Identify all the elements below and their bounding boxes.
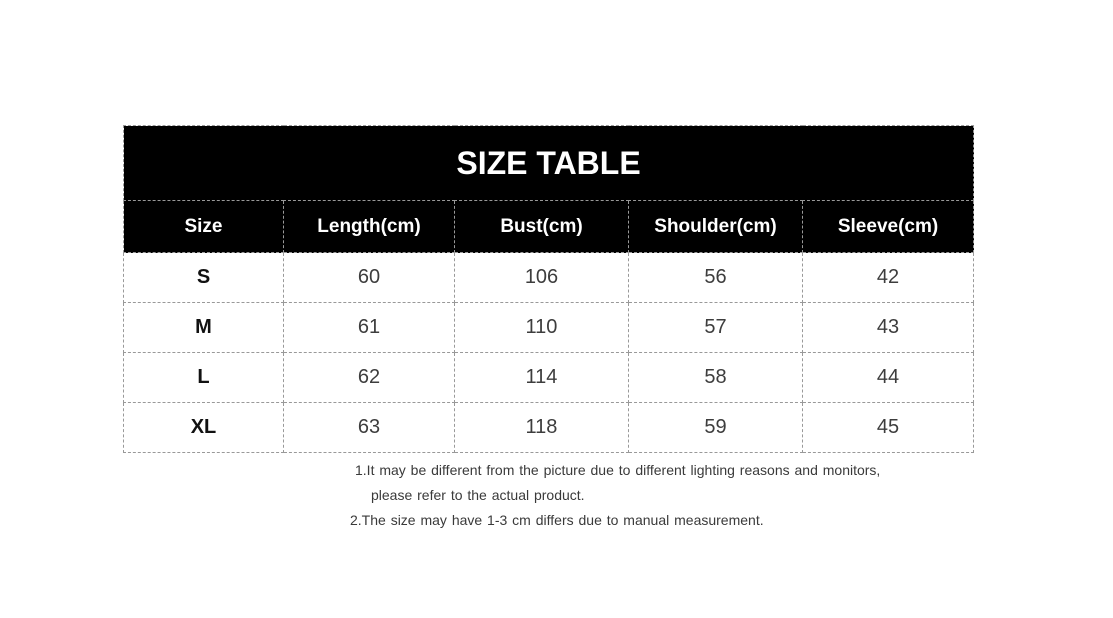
column-header-shoulder: Shoulder(cm) [628,200,803,253]
table-row: S 60 106 56 42 [123,252,975,303]
sleeve-value: 43 [801,302,975,353]
size-table-title: SIZE TABLE [122,125,975,201]
footnote-line: 1.It may be different from the picture d… [355,462,881,478]
column-header-length: Length(cm) [283,200,455,253]
bust-value: 106 [454,252,629,303]
size-label: M [123,302,284,353]
sleeve-value: 42 [801,252,975,303]
table-title-row: SIZE TABLE [122,125,975,201]
size-label: L [123,352,284,403]
shoulder-value: 57 [628,302,803,353]
footnote-line: please refer to the actual product. [371,487,585,503]
bust-value: 110 [454,302,629,353]
table-row: XL 63 118 59 45 [123,402,975,453]
footnote-line: 2.The size may have 1-3 cm differs due t… [350,512,764,528]
column-header-size: Size [123,200,284,253]
column-header-bust: Bust(cm) [454,200,629,253]
sleeve-value: 44 [801,352,975,403]
length-value: 63 [283,402,455,453]
sleeve-value: 45 [801,402,975,453]
size-label: XL [123,402,284,453]
size-label: S [123,252,284,303]
size-table: SIZE TABLE Size Length(cm) Bust(cm) Shou… [122,125,975,453]
length-value: 60 [283,252,455,303]
length-value: 62 [283,352,455,403]
shoulder-value: 59 [628,402,803,453]
table-row: M 61 110 57 43 [123,302,975,353]
shoulder-value: 58 [628,352,803,403]
length-value: 61 [283,302,455,353]
table-header-row: Size Length(cm) Bust(cm) Shoulder(cm) Sl… [123,200,975,253]
bust-value: 118 [454,402,629,453]
table-row: L 62 114 58 44 [123,352,975,403]
bust-value: 114 [454,352,629,403]
footnotes: 1.It may be different from the picture d… [0,458,1113,533]
column-header-sleeve: Sleeve(cm) [801,200,975,253]
shoulder-value: 56 [628,252,803,303]
